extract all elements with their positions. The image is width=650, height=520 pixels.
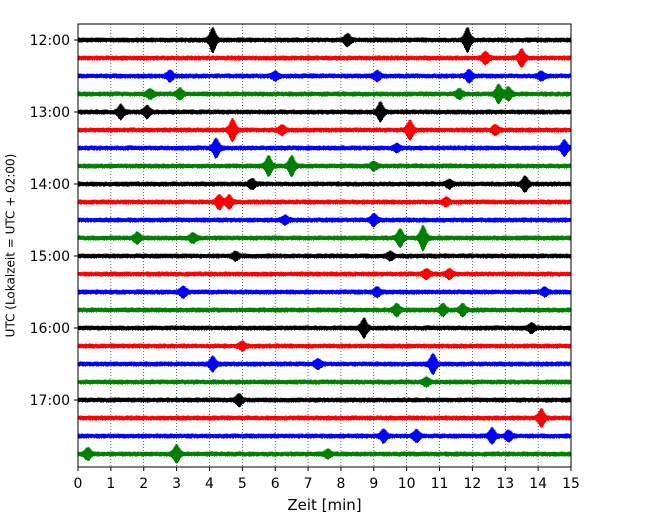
- x-tick-label: 1: [106, 476, 115, 492]
- trace-1730: [77, 426, 572, 445]
- x-tick-label: 3: [172, 476, 181, 492]
- y-axis-label: UTC (Lokalzeit = UTC + 02:00): [4, 154, 18, 338]
- x-tick-label: 8: [336, 476, 345, 492]
- trace-1330: [77, 137, 572, 159]
- trace-1630: [77, 352, 572, 375]
- y-tick-label: 13:00: [30, 105, 70, 121]
- trace-1545: [77, 302, 572, 318]
- x-tick-label: 0: [74, 476, 83, 492]
- trace-1745: [77, 443, 572, 464]
- trace-1345: [77, 154, 572, 178]
- trace-1700: [77, 393, 572, 408]
- trace-1245: [77, 83, 572, 105]
- x-tick-label: 5: [238, 476, 247, 492]
- x-tick-label: 12: [463, 476, 481, 492]
- trace-1315: [77, 117, 572, 143]
- x-tick-label: 9: [369, 476, 378, 492]
- x-tick-label: 11: [431, 476, 449, 492]
- trace-group: [77, 26, 572, 464]
- trace-1615: [77, 340, 572, 352]
- y-tick-label: 14:00: [30, 177, 70, 193]
- trace-1600: [77, 317, 572, 339]
- trace-1400: [77, 175, 572, 193]
- y-tick-label: 15:00: [30, 249, 70, 265]
- x-tick-label: 4: [205, 476, 214, 492]
- y-tick-label: 12:00: [30, 33, 70, 49]
- y-tick-label: 16:00: [30, 321, 70, 337]
- trace-1430: [77, 213, 572, 228]
- trace-1445: [77, 224, 572, 252]
- x-tick-label: 10: [398, 476, 416, 492]
- trace-1715: [77, 408, 572, 428]
- y-tick-label: 17:00: [30, 393, 70, 409]
- x-tick-label: 7: [304, 476, 313, 492]
- x-tick-label: 2: [139, 476, 148, 492]
- x-axis: 0 1 2 3 4 5 6 7 8 9 10 11 12 13 14 15: [74, 467, 580, 492]
- trace-1200: [77, 26, 572, 54]
- trace-1515: [77, 267, 572, 281]
- trace-1230: [77, 69, 572, 84]
- trace-1530: [77, 285, 572, 299]
- trace-1215: [77, 47, 572, 68]
- trace-1645: [77, 376, 572, 388]
- trace-1415: [77, 194, 572, 211]
- x-tick-label: 6: [271, 476, 280, 492]
- trace-1300: [77, 101, 572, 123]
- plot-frame: [77, 23, 572, 468]
- x-axis-label: Zeit [min]: [287, 496, 361, 514]
- x-tick-label: 14: [529, 476, 547, 492]
- x-tick-label: 15: [562, 476, 580, 492]
- x-tick-label: 13: [496, 476, 514, 492]
- y-axis: 12:00 13:00 14:00 15:00 16:00 17:00: [30, 33, 78, 409]
- trace-1500: [77, 250, 572, 262]
